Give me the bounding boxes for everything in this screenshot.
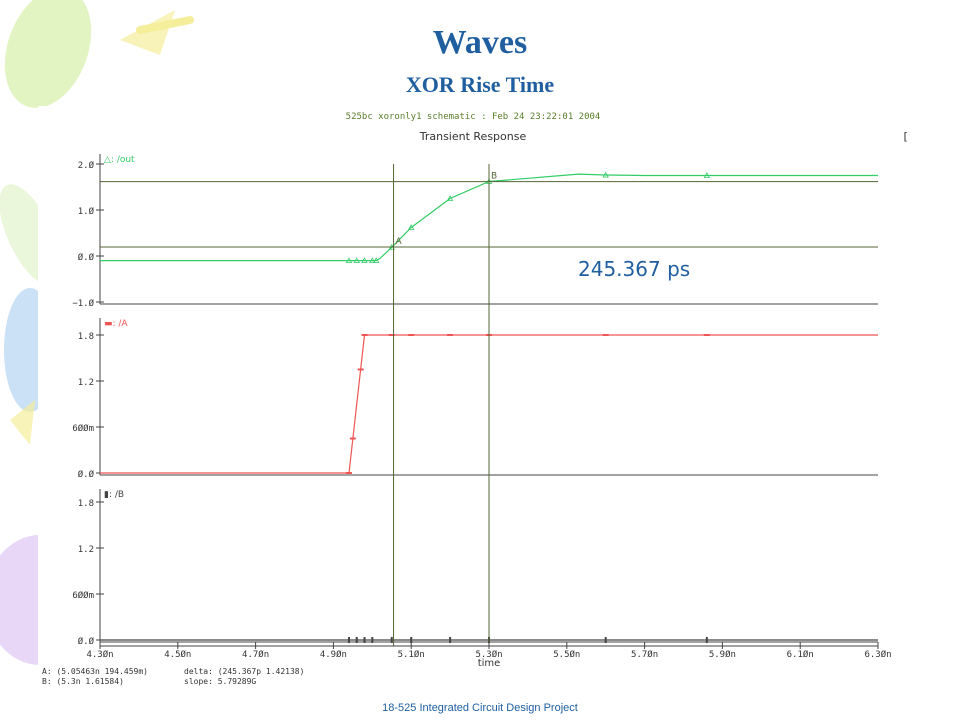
- y-tick-label: 1.2: [78, 545, 94, 555]
- x-tick-label: 5.1Øn: [398, 649, 425, 660]
- y-tick-label: Ø.Ø: [78, 469, 95, 480]
- series-line: [100, 334, 878, 474]
- x-tick-label: 6.1Øn: [787, 649, 814, 660]
- slide-title: Waves: [432, 24, 528, 61]
- x-tick-label: 4.3Øn: [86, 649, 113, 660]
- legend-entry: ▮: /B: [104, 490, 124, 500]
- data-point-marker: [373, 257, 380, 263]
- y-tick-label: Ø.Ø: [78, 252, 95, 263]
- y-tick-label: 1.Ø: [78, 206, 95, 217]
- x-axis: 4.3Øn 4.5Øn 4.7Øn 4.9Øn 5.1Øn 5.3Øn 5.5Øn 5.7Øn…: [86, 642, 892, 660]
- x-tick-label: 4.7Øn: [242, 649, 269, 660]
- x-tick-label: 5.9Øn: [709, 649, 736, 660]
- y-tick-label: Ø.Ø: [78, 636, 95, 647]
- waveform-window: 525bc xoronly1 schematic : Feb 24 23:22:…: [38, 106, 909, 688]
- cursor-lines: [393, 164, 490, 646]
- slide-subtitle: XOR Rise Time: [405, 72, 555, 97]
- data-point-marker: [345, 257, 353, 263]
- x-axis-label: time: [478, 658, 501, 669]
- y-tick-label: 1.8: [78, 332, 94, 342]
- x-tick-label: 4.5Øn: [164, 649, 191, 660]
- data-point-marker: [369, 257, 376, 263]
- bracket-glyph: [: [902, 130, 908, 143]
- y-tick-label: −1.Ø: [72, 298, 94, 309]
- y-tick-label: 1.2: [78, 378, 94, 388]
- data-point-marker: [408, 224, 415, 230]
- waveform-chart: 525bc xoronly1 schematic : Feb 24 23:22:…: [38, 106, 909, 688]
- delta-time-annotation: 245.367 ps: [578, 257, 691, 281]
- delta-readout: delta: (245.367p 1.42138): [184, 667, 304, 676]
- x-tick-label: 5.3Øn: [475, 649, 502, 660]
- waveform-strips: 2.Ø 1.Ø Ø.Ø −1.Ø △: /out A B 1.8 1.2 6ØØm Ø.Ø ▬: /A…: [72, 154, 878, 647]
- y-tick-label: 1.8: [78, 499, 94, 509]
- chart-background: [38, 106, 908, 688]
- data-point-marker: [353, 257, 360, 263]
- series-line: [100, 173, 878, 262]
- plot-title: Transient Response: [419, 130, 527, 143]
- window-header: 525bc xoronly1 schematic : Feb 24 23:22:…: [346, 112, 601, 122]
- legend-entry: △: /out: [104, 155, 135, 165]
- data-point-marker: [446, 195, 454, 201]
- data-point-marker: [361, 257, 368, 263]
- data-point-marker: [703, 172, 711, 178]
- slope-readout: slope: 5.79289G: [184, 677, 256, 686]
- y-tick-label: 6ØØm: [72, 590, 94, 601]
- y-tick-label: 2.Ø: [78, 160, 95, 171]
- legend-entry: ▬: /A: [104, 319, 128, 329]
- x-tick-label: 6.3Øn: [864, 649, 891, 660]
- data-point-marker: [602, 171, 609, 178]
- x-tick-label: 5.7Øn: [631, 649, 658, 660]
- x-tick-label: 4.9Øn: [320, 649, 347, 660]
- x-tick-label: 5.5Øn: [553, 649, 580, 660]
- cursor-b-label: B: [491, 172, 497, 182]
- cursor-b-readout: B: (5.3n 1.61584): [42, 677, 124, 686]
- cursor-a-readout: A: (5.05463n 194.459m): [42, 667, 148, 676]
- y-tick-label: 6ØØm: [72, 423, 94, 434]
- slide-footer: 18-525 Integrated Circuit Design Project: [382, 702, 578, 714]
- cursor-a-label: A: [396, 237, 403, 247]
